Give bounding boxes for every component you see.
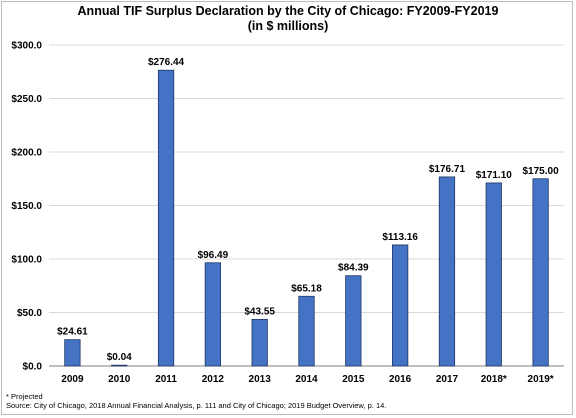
x-tick-label: 2016 [389, 374, 412, 385]
bar [532, 178, 549, 367]
chart-subtitle: (in $ millions) [247, 19, 329, 33]
x-tick-label: 2017 [436, 374, 459, 385]
y-tick-label: $200.0 [11, 148, 42, 159]
x-tick-label: 2009 [61, 374, 84, 385]
x-tick-label: 2011 [155, 374, 177, 385]
bar [485, 182, 502, 367]
data-label: $84.39 [338, 263, 369, 274]
data-label: $96.49 [198, 250, 229, 261]
bar [298, 295, 315, 367]
x-tick-label: 2012 [202, 374, 225, 385]
data-label: $175.00 [523, 166, 560, 177]
y-tick-label: $150.0 [11, 201, 42, 212]
data-label: $43.55 [244, 306, 275, 317]
data-label: $171.10 [476, 170, 513, 181]
data-label: $24.61 [57, 327, 88, 338]
footnote-projected: * Projected [6, 392, 43, 401]
data-label: $276.44 [148, 57, 185, 68]
footnote-source: Source: City of Chicago, 2018 Annual Fin… [6, 401, 387, 410]
y-tick-label: $0.0 [23, 362, 43, 373]
chart-title: Annual TIF Surplus Declaration by the Ci… [77, 4, 499, 18]
data-label: $113.16 [382, 232, 418, 243]
bar [438, 176, 456, 367]
x-tick-label: 2010 [108, 374, 131, 385]
bar [345, 275, 362, 367]
bar [204, 262, 221, 367]
y-tick-label: $250.0 [11, 94, 42, 105]
x-tick-label: 2015 [342, 374, 365, 385]
data-label: $176.71 [429, 164, 466, 175]
data-label: $0.04 [107, 352, 132, 363]
chart-title-block: Annual TIF Surplus Declaration by the Ci… [0, 4, 576, 34]
x-tick-label: 2019* [528, 374, 554, 385]
x-tick-label: 2014 [295, 374, 318, 385]
bar [392, 244, 409, 367]
data-label: $65.18 [291, 283, 322, 294]
bar [111, 364, 128, 367]
x-tick-label: 2013 [249, 374, 272, 385]
y-tick-label: $300.0 [11, 41, 42, 52]
x-tick-label: 2018* [481, 374, 507, 385]
bar [251, 319, 268, 367]
y-tick-label: $50.0 [17, 308, 42, 319]
y-tick-label: $100.0 [11, 255, 42, 266]
bar [157, 69, 175, 367]
bar [64, 339, 81, 367]
